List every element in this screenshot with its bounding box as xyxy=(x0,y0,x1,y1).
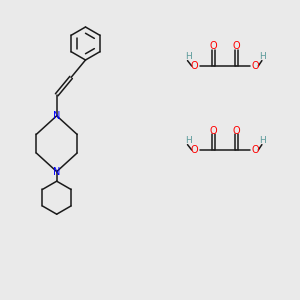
Text: H: H xyxy=(185,136,191,145)
Text: N: N xyxy=(53,111,60,121)
Text: O: O xyxy=(232,41,240,52)
Text: H: H xyxy=(259,52,266,61)
Text: H: H xyxy=(185,52,191,61)
Text: O: O xyxy=(210,41,218,52)
Text: O: O xyxy=(191,145,199,155)
Text: O: O xyxy=(210,125,218,136)
Text: N: N xyxy=(53,167,60,177)
Text: O: O xyxy=(232,125,240,136)
Text: O: O xyxy=(251,61,259,71)
Text: O: O xyxy=(251,145,259,155)
Text: O: O xyxy=(191,61,199,71)
Text: H: H xyxy=(259,136,266,145)
